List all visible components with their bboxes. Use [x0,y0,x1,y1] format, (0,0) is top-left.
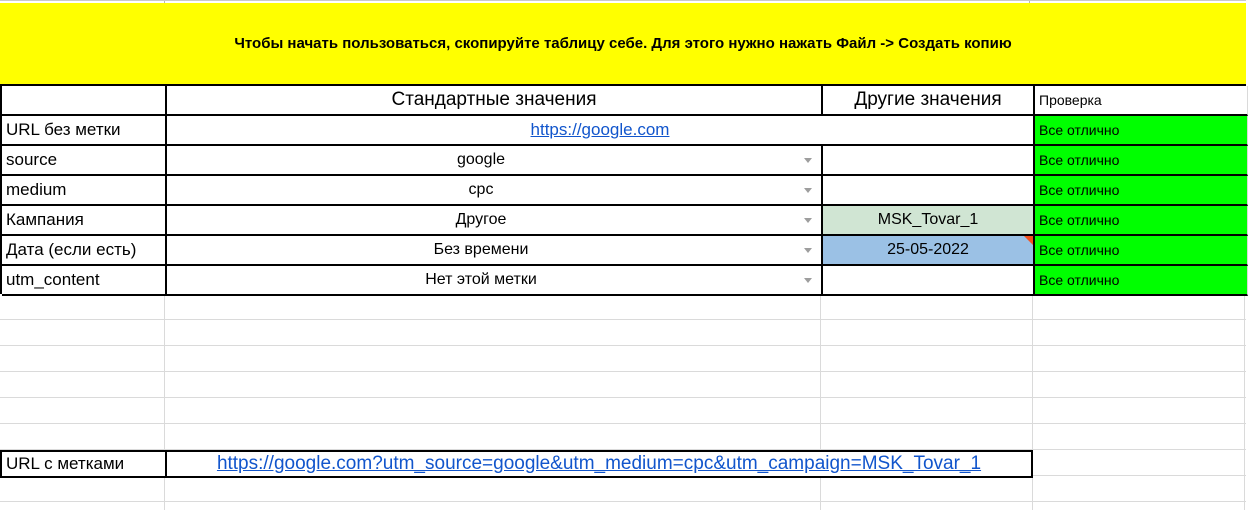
check-status-cell[interactable]: Все отлично [1035,206,1248,236]
standard-value-cell[interactable]: cpc [167,176,823,206]
result-label-cell[interactable]: URL с метками [2,452,167,476]
check-status-cell[interactable]: Все отлично [1035,236,1248,266]
standard-value-cell[interactable]: Без времени [167,236,823,266]
dropdown-arrow-icon[interactable] [804,188,812,193]
top-row-strip [0,0,1246,4]
header-other-values[interactable]: Другие значения [823,86,1035,116]
check-status-cell[interactable]: Все отлично [1035,116,1248,146]
check-status-cell[interactable]: Все отлично [1035,266,1248,296]
comment-marker-icon [1024,236,1033,245]
other-value-cell[interactable] [823,266,1035,296]
check-status-cell[interactable]: Все отлично [1035,146,1248,176]
url-link[interactable]: https://google.com [530,120,670,139]
row-label-cell[interactable]: source [2,146,167,176]
result-url-link[interactable]: https://google.com?utm_source=google&utm… [216,453,982,474]
header-standard-values[interactable]: Стандартные значения [167,86,823,116]
dropdown-arrow-icon[interactable] [804,218,812,223]
standard-value-cell[interactable]: Другое [167,206,823,236]
row-label-cell[interactable]: Дата (если есть) [2,236,167,266]
other-value-cell[interactable]: MSK_Tovar_1 [823,206,1035,236]
standard-value-cell[interactable]: google [167,146,823,176]
standard-value-cell[interactable]: Нет этой метки [167,266,823,296]
utm-table: Стандартные значения Другие значения Про… [0,84,1248,296]
row-label-cell[interactable]: medium [2,176,167,206]
standard-value-cell[interactable]: https://google.com [167,116,1035,146]
result-url-cell[interactable]: https://google.com?utm_source=google&utm… [167,452,1031,476]
row-label-cell[interactable]: utm_content [2,266,167,296]
header-corner-cell[interactable] [2,86,167,116]
other-value-cell[interactable] [823,146,1035,176]
header-check[interactable]: Проверка [1035,86,1248,116]
row-label-cell[interactable]: Кампания [2,206,167,236]
instruction-banner: Чтобы начать пользоваться, скопируйте та… [0,3,1246,84]
check-status-cell[interactable]: Все отлично [1035,176,1248,206]
dropdown-arrow-icon[interactable] [804,278,812,283]
dropdown-arrow-icon[interactable] [804,158,812,163]
result-row: URL с метками https://google.com?utm_sou… [0,450,1033,478]
instruction-text: Чтобы начать пользоваться, скопируйте та… [234,35,1012,52]
gridline-tick [1029,1,1030,4]
dropdown-arrow-icon[interactable] [804,248,812,253]
row-label-cell[interactable]: URL без метки [2,116,167,146]
other-value-cell[interactable] [823,176,1035,206]
gridline-tick [164,1,165,4]
other-value-cell[interactable]: 25-05-2022 [823,236,1035,266]
